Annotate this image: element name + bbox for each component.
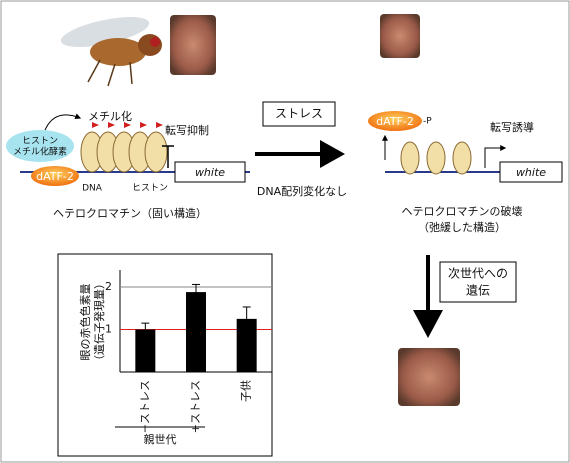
label: ヒストン bbox=[22, 136, 58, 147]
caption: ヘテロクロマチン（固い構造） bbox=[53, 206, 207, 220]
chart-frame bbox=[57, 253, 273, 457]
y-axis-label: 眼の赤色色素量 bbox=[78, 284, 92, 361]
methylase-shape bbox=[6, 130, 74, 162]
label: dATF-2 bbox=[376, 115, 414, 128]
gene-box bbox=[499, 161, 563, 183]
eye-photo bbox=[380, 14, 420, 58]
induction-arrow bbox=[484, 145, 507, 168]
group-label: 親世代 bbox=[144, 433, 177, 446]
label: ヒストン bbox=[132, 183, 168, 194]
label: -P bbox=[423, 117, 432, 127]
label: 次世代への bbox=[448, 267, 508, 281]
factor-shape bbox=[368, 111, 422, 131]
factor-shape bbox=[31, 166, 79, 186]
label: 遺伝 bbox=[466, 283, 490, 298]
label: メチル化 bbox=[88, 109, 132, 123]
x-tick-label: −ストレス bbox=[138, 380, 151, 433]
label: white bbox=[516, 166, 546, 179]
methyl-flags bbox=[92, 122, 163, 132]
eye-photo bbox=[170, 15, 216, 75]
label: DNA配列変化なし bbox=[257, 184, 347, 198]
label: メチル化酵素 bbox=[13, 146, 67, 158]
nucleosomes bbox=[80, 131, 168, 173]
arrow-head bbox=[413, 310, 443, 338]
gene-box bbox=[174, 161, 246, 183]
caption: （弛緩した構造） bbox=[418, 220, 506, 234]
nucleosomes bbox=[400, 141, 472, 175]
inheritance-box bbox=[439, 261, 517, 303]
label: ストレス bbox=[275, 107, 323, 121]
bar bbox=[186, 292, 206, 372]
x-tick-label: 子供 bbox=[239, 380, 253, 402]
methylation-arrow bbox=[44, 113, 82, 131]
label: 転写抑制 bbox=[165, 123, 209, 137]
y-tick-label: 2 bbox=[105, 280, 112, 293]
arrow-head bbox=[320, 140, 345, 168]
label: dATF-2 bbox=[36, 170, 74, 183]
label: DNA bbox=[82, 184, 103, 194]
y-tick-label: 1 bbox=[105, 323, 112, 336]
caption: ヘテロクロマチンの破壊 bbox=[402, 204, 523, 218]
repression-symbol bbox=[162, 145, 174, 168]
bar bbox=[236, 318, 257, 372]
label: white bbox=[195, 166, 225, 179]
eye-photo bbox=[398, 348, 460, 406]
y-axis-label: （遺伝子発現量） bbox=[92, 278, 106, 366]
fly bbox=[60, 16, 162, 87]
stress-box bbox=[262, 101, 336, 127]
bar-chart: 眼の赤色色素量 （遺伝子発現量） 親世代 1 2 −ストレス +ストレス 子供 bbox=[57, 253, 273, 457]
label: 転写誘導 bbox=[490, 120, 534, 134]
bar bbox=[135, 329, 156, 372]
x-tick-label: +ストレス bbox=[189, 380, 202, 433]
